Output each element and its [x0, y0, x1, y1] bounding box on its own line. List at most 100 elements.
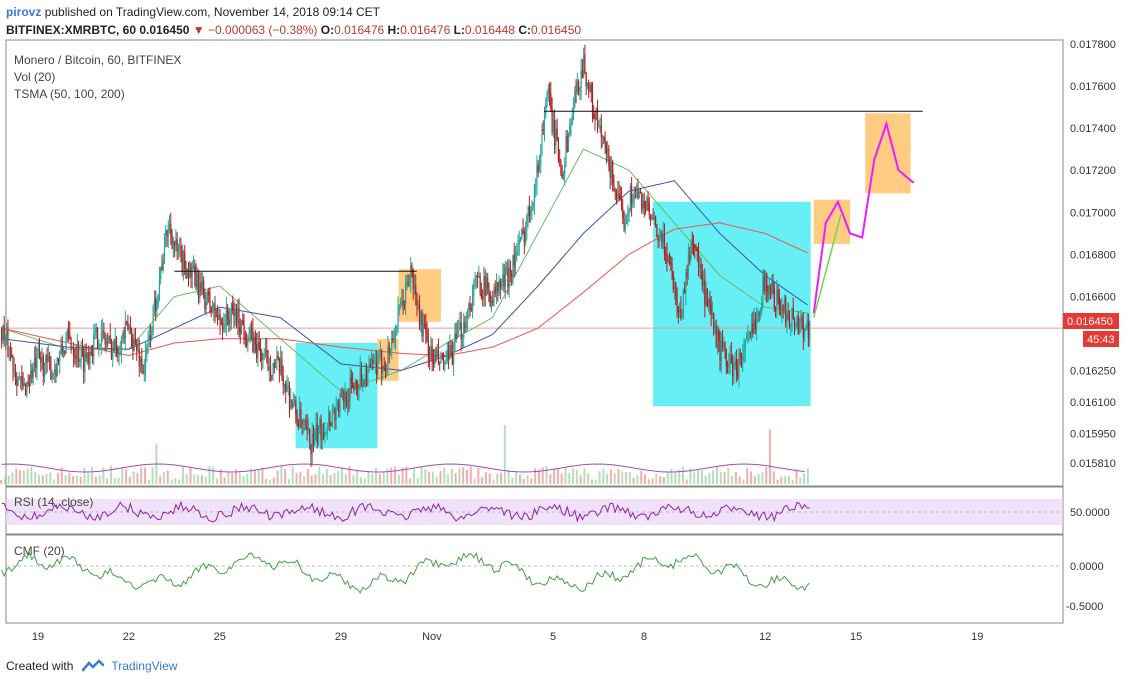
ticker-line: BITFINEX:XMRBTC, 60 0.016450 ▼ −0.000063…	[6, 22, 581, 38]
candle-body	[766, 273, 768, 292]
candle-body	[118, 352, 120, 354]
candle-body	[328, 413, 330, 428]
price-tick-1: 0.017600	[1070, 81, 1116, 93]
candle-body	[523, 232, 525, 243]
candle-body	[439, 362, 441, 364]
candle-body	[311, 433, 313, 455]
candle-body	[747, 334, 749, 340]
candle-body	[792, 308, 794, 318]
candle-body	[381, 351, 383, 374]
price-tick-8: 0.016250	[1070, 365, 1116, 377]
candle-body	[442, 353, 445, 364]
candle-body	[483, 276, 485, 299]
price-tick-6: 0.016600	[1070, 292, 1116, 304]
candle-body	[377, 355, 379, 375]
candle-body	[420, 311, 422, 326]
candle-body	[769, 285, 772, 294]
candle-body	[62, 350, 65, 354]
candle-body	[388, 346, 390, 354]
candle-body	[651, 217, 653, 219]
candle-body	[458, 329, 460, 332]
candle-body	[399, 302, 402, 308]
candle-body	[537, 164, 539, 172]
volume-bar	[212, 467, 215, 484]
candle-body	[138, 349, 140, 367]
candle-body	[562, 175, 565, 179]
volume-bar	[625, 472, 628, 484]
candle-body	[557, 140, 560, 160]
candle-body	[229, 319, 231, 325]
candle-body	[316, 424, 318, 443]
candle-body	[248, 336, 250, 340]
candle-body	[133, 338, 135, 351]
candle-body	[192, 266, 195, 268]
volume-bar	[579, 475, 582, 484]
candle-body	[454, 333, 456, 351]
candle-body	[339, 394, 341, 413]
candle-body	[291, 399, 293, 408]
candle-body	[742, 356, 744, 361]
candle-body	[107, 341, 109, 344]
tradingview-logo-icon[interactable]	[81, 659, 105, 673]
candle-body	[566, 136, 568, 152]
volume-bar	[98, 475, 101, 484]
author-name[interactable]: pirovz	[6, 5, 42, 19]
volume-bar	[253, 470, 256, 484]
candle-body	[32, 367, 34, 379]
candle-body	[527, 206, 529, 216]
candle-body	[758, 313, 760, 315]
candle-body	[475, 275, 477, 278]
volume-bar	[708, 472, 711, 484]
candle-body	[370, 360, 373, 367]
candle-body	[203, 280, 205, 295]
candle-body	[518, 239, 520, 245]
candle-body	[209, 295, 211, 308]
candle-body	[671, 264, 673, 272]
volume-bar	[644, 474, 646, 484]
candle-body	[552, 119, 554, 133]
candle-body	[91, 354, 94, 357]
candle-body	[60, 344, 62, 353]
candle-body	[79, 360, 81, 363]
candle-body	[783, 298, 785, 314]
candle-body	[716, 329, 719, 346]
candle-body	[665, 253, 667, 256]
candle-body	[685, 272, 687, 294]
candle-body	[625, 217, 628, 224]
candle-body	[778, 296, 780, 311]
candle-body	[23, 383, 25, 387]
candle-body	[559, 159, 561, 161]
volume-bar	[79, 476, 82, 484]
candle-body	[102, 330, 104, 333]
candle-body	[281, 358, 283, 376]
candle-body	[235, 311, 238, 324]
volume-bar	[34, 471, 37, 484]
volume-bar	[522, 479, 525, 484]
volume-bar	[117, 478, 120, 484]
candle-body	[531, 206, 533, 212]
volume-bar	[125, 469, 128, 484]
cmf-panel	[5, 534, 1064, 624]
volume-bar	[439, 471, 442, 484]
candle-body	[585, 72, 587, 87]
candle-body	[715, 326, 717, 346]
candle-body	[136, 343, 138, 352]
candle-body	[519, 237, 522, 240]
candle-body	[508, 268, 510, 288]
volume-bar	[617, 469, 620, 484]
candle-body	[682, 289, 684, 316]
tradingview-brand[interactable]: TradingView	[111, 659, 178, 673]
volume-bar	[151, 467, 154, 484]
volume-bar	[753, 475, 756, 484]
candle-body	[408, 282, 411, 286]
candle-body	[322, 432, 325, 438]
candle-body	[283, 383, 286, 386]
volume-bar	[727, 467, 730, 484]
close-value: 0.016450	[531, 23, 582, 37]
candle-body	[735, 360, 738, 371]
candle-body	[93, 334, 95, 357]
volume-bar	[295, 472, 298, 484]
volume-bar	[238, 472, 241, 484]
candle-body	[344, 392, 346, 403]
